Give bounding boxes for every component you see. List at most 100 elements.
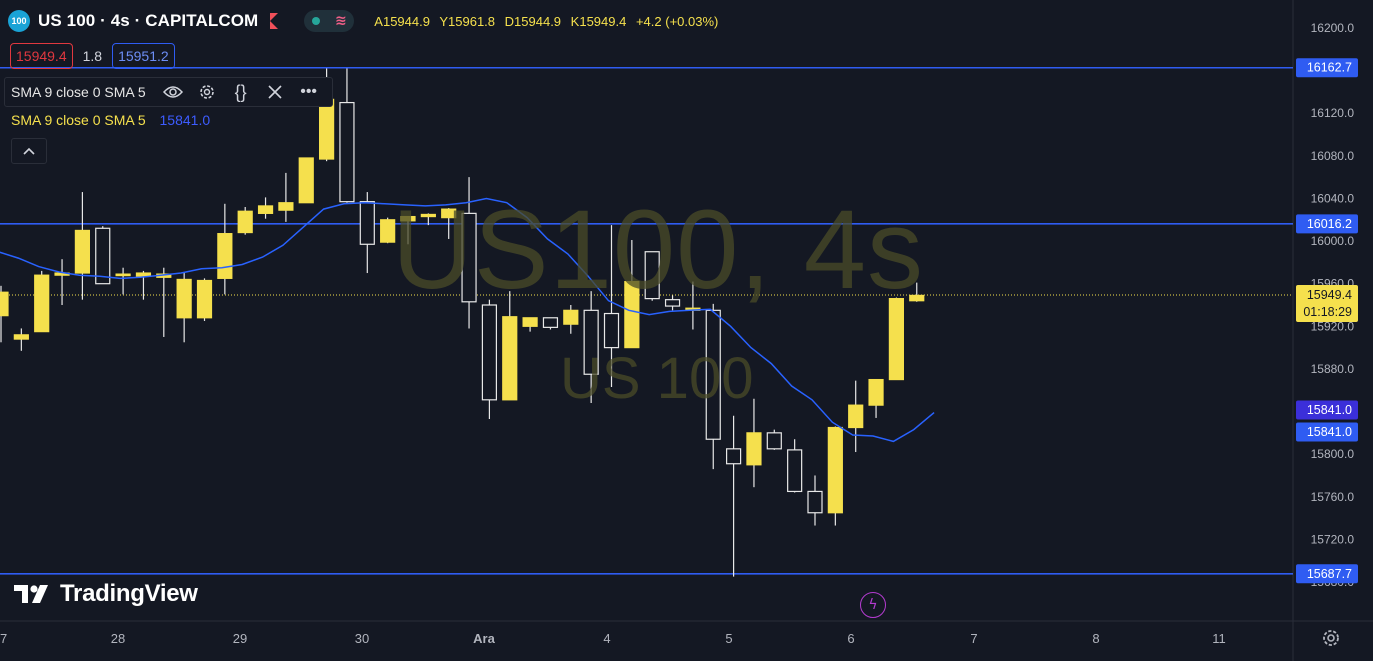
candle-body	[644, 251, 660, 300]
candle-body	[664, 299, 681, 307]
time-tick-label: 5	[725, 631, 732, 646]
price-tick-label: 15720.0	[1311, 532, 1355, 546]
candle-body	[298, 157, 314, 204]
candle-body	[196, 279, 213, 319]
candle-body	[278, 202, 294, 211]
flag-icon[interactable]	[270, 13, 279, 29]
price-labels: 16162.7 16016.2 15687.7 15949.4 01:18:29 1584…	[1296, 58, 1358, 584]
time-tick-label: 8	[1092, 631, 1099, 646]
candle-body	[787, 449, 803, 493]
gear-icon[interactable]	[195, 80, 219, 104]
candle-body	[461, 212, 477, 303]
candle-body	[257, 205, 274, 214]
candle-body	[603, 312, 620, 349]
symbol-watermark: US100, 4s	[392, 187, 924, 312]
last-price-label-bg	[1296, 284, 1358, 322]
indicator-legend-hover[interactable]: SMA 9 close 0 SMA 5 {} •••	[4, 77, 333, 107]
quote-row: 15949.4 1.8 15951.2	[10, 43, 175, 69]
price-tick-label: 16080.0	[1311, 149, 1355, 163]
candle-body	[359, 201, 375, 245]
candle-body	[909, 294, 925, 302]
horizontal-lines	[0, 66, 1293, 575]
hline-price-label-1-text: 16016.2	[1307, 217, 1352, 231]
symbol-description-watermark: US 100	[560, 346, 754, 411]
candle-body	[135, 272, 152, 277]
symbol-title[interactable]: US 100 · 4s · CAPITALCOM	[38, 11, 259, 30]
hline-price-label-2: 15687.7	[1296, 564, 1358, 584]
sma-price-label-1-text: 15841.0	[1307, 425, 1352, 439]
bar-countdown: 01:18:29	[1303, 305, 1352, 319]
ohlc-low: D15944.9	[504, 13, 562, 29]
candle-body	[0, 291, 9, 317]
candle-body	[115, 273, 131, 277]
price-tick-label: 15880.0	[1311, 362, 1355, 376]
time-tick-label: 7	[970, 631, 977, 646]
braces-icon[interactable]: {}	[234, 81, 247, 102]
candle-body	[481, 304, 497, 401]
hline-price-label-0-bg	[1296, 58, 1358, 78]
candle-body	[176, 278, 192, 319]
last-price-label: 15949.4 01:18:29	[1296, 284, 1358, 322]
candle-body	[583, 309, 599, 375]
candle-body	[74, 229, 91, 274]
candle-body	[217, 233, 233, 279]
tradingview-logo-icon	[14, 585, 48, 603]
sma-price-label-0-text: 15841.0	[1307, 403, 1352, 417]
candle-body	[725, 448, 742, 465]
more-icon[interactable]: •••	[300, 83, 318, 100]
candle-body	[766, 432, 782, 450]
market-status-pill[interactable]: ≋	[304, 10, 355, 32]
chart-settings-gear-icon[interactable]	[1320, 627, 1342, 649]
candle-body	[502, 316, 518, 401]
tradingview-logo[interactable]: TradingView	[14, 580, 198, 608]
ohlc-close: K15949.4	[570, 13, 627, 29]
candle-body	[13, 334, 29, 340]
indicator-name[interactable]: SMA 9 close 0 SMA 5	[11, 84, 146, 100]
ohlc-change: +4.2 (+0.03%)	[635, 13, 719, 29]
price-tick-label: 16040.0	[1311, 191, 1355, 205]
symbol-logo[interactable]: 100	[8, 10, 30, 32]
chevron-up-icon	[23, 147, 35, 155]
candle-body	[624, 280, 640, 349]
spread-value: 1.8	[82, 48, 103, 64]
time-tick-label: 11	[1212, 631, 1226, 646]
collapse-legend-button[interactable]	[11, 138, 47, 164]
price-tick-label: 15920.0	[1311, 319, 1355, 333]
price-tick-label: 16120.0	[1311, 106, 1355, 120]
sell-button[interactable]: 15949.4	[10, 43, 73, 69]
time-tick-label: 30	[355, 631, 369, 646]
price-tick-label: 15800.0	[1311, 447, 1355, 461]
sma-price-label-1-bg	[1296, 422, 1358, 442]
candle-body	[746, 432, 762, 466]
eye-icon[interactable]	[161, 80, 185, 104]
time-tick-label: 4	[603, 631, 610, 646]
close-icon[interactable]	[263, 80, 287, 104]
hline-price-label-1-bg	[1296, 214, 1358, 234]
indicator-legend[interactable]: SMA 9 close 0 SMA 5 15841.0	[11, 112, 210, 128]
candle-body	[888, 298, 905, 381]
indicator-name-2[interactable]: SMA 9 close 0 SMA 5	[11, 112, 146, 128]
candle-body	[868, 378, 884, 406]
hline-price-label-0-text: 16162.7	[1307, 61, 1352, 75]
lightning-icon[interactable]: ϟ	[860, 592, 886, 618]
buy-button[interactable]: 15951.2	[112, 43, 175, 69]
candle-body	[563, 309, 579, 325]
last-price-value: 15949.4	[1307, 288, 1352, 302]
candle-body	[237, 210, 253, 234]
time-tick-label: Ara	[473, 631, 495, 646]
candles	[0, 68, 925, 577]
candle-body	[807, 490, 823, 514]
hline-price-label-0: 16162.7	[1296, 58, 1358, 78]
time-tick-label: 28	[111, 631, 125, 646]
time-tick-label: 29	[233, 631, 247, 646]
candle-body	[522, 317, 538, 327]
hline-price-label-2-text: 15687.7	[1307, 567, 1352, 581]
tradingview-logo-text: TradingView	[60, 580, 198, 607]
ohlc-high: Y15961.8	[439, 13, 496, 29]
time-axis: 27 28 29 30 Ara 4 5 6 7 8 11	[0, 631, 1226, 646]
time-tick-label: 6	[847, 631, 854, 646]
candle-body	[319, 98, 335, 160]
price-tick-label: 16200.0	[1311, 21, 1355, 35]
